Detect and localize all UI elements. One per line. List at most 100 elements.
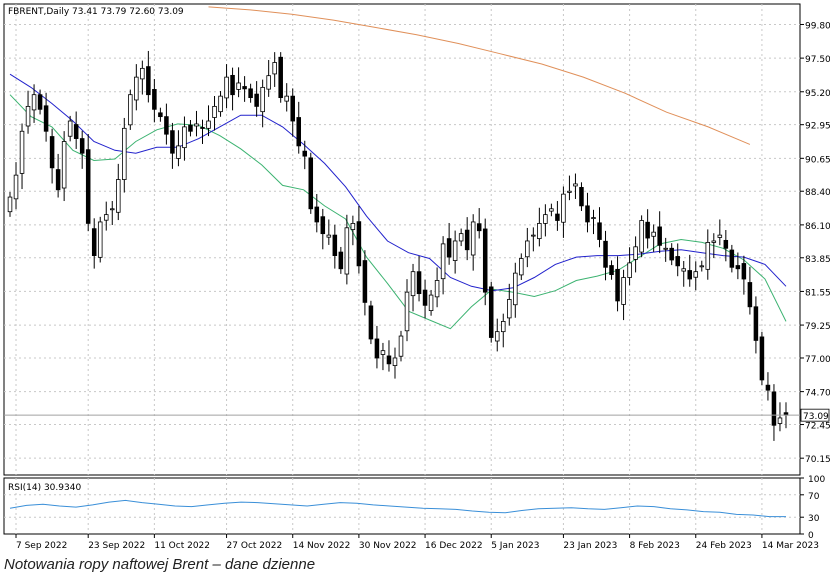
price-tick-label: 77.00 [805, 355, 830, 365]
candle-bear [585, 205, 590, 223]
candle-bull [212, 105, 217, 118]
price-tick-label: 90.65 [805, 155, 830, 165]
candle-bull [681, 268, 686, 272]
candle-bear [278, 56, 283, 99]
candle-bull [470, 221, 476, 256]
candle-bear [374, 338, 380, 359]
candle-bull [260, 86, 265, 113]
candle-bear [615, 268, 620, 302]
candle-bull [651, 231, 656, 237]
candle-bear [597, 222, 602, 240]
candle-bear [296, 117, 302, 147]
candle-bear [188, 124, 193, 132]
candle-bull [434, 280, 440, 298]
candle-bear [771, 391, 777, 426]
candle-bear [332, 234, 338, 256]
candle-bull [410, 271, 416, 297]
candle-bear [356, 221, 362, 267]
candle-bull [428, 294, 434, 311]
time-tick-label: 14 Mar 2023 [762, 541, 819, 551]
candle-bull [176, 145, 181, 159]
last-price-label: 73.09 [803, 412, 829, 422]
price-tick-label: 99.80 [805, 21, 830, 31]
candle-bull [621, 277, 626, 305]
candle-bear [464, 229, 470, 251]
candle-bull [531, 234, 536, 237]
price-tick-label: 79.25 [805, 322, 830, 332]
candle-bear [73, 124, 79, 139]
candle-bull [591, 217, 596, 219]
price-tick-label: 95.20 [805, 89, 830, 99]
candle-bear [290, 95, 295, 122]
candle-bull [494, 331, 500, 342]
candle-bull [711, 240, 717, 243]
candle-bear [158, 112, 163, 118]
candle-bull [525, 240, 530, 258]
candle-bull [500, 321, 506, 333]
candle-bull [344, 227, 350, 275]
candle-bear [579, 187, 584, 207]
chart-header-symbol: FBRENT,Daily 73.41 73.79 72.60 73.09 [8, 7, 184, 17]
rsi-tick-label: 100 [808, 475, 825, 485]
candle-bear [338, 251, 344, 270]
price-tick-label: 97.50 [805, 55, 830, 65]
candle-bull [109, 208, 115, 211]
candle-bear [170, 130, 175, 154]
candle-bear [85, 149, 91, 224]
candle-bear [164, 116, 169, 135]
candle-bull [573, 183, 578, 187]
candle-bull [567, 190, 572, 193]
candle-bear [416, 271, 422, 295]
candle-bull [398, 335, 404, 357]
time-tick-label: 11 Oct 2022 [154, 541, 210, 551]
candle-bull [224, 76, 229, 99]
rsi-panel-frame [3, 477, 801, 535]
candle-bear [152, 89, 157, 110]
candle-bull [627, 262, 632, 278]
candle-bull [507, 299, 512, 319]
candle-bull [13, 174, 19, 200]
time-tick-label: 27 Oct 2022 [227, 541, 283, 551]
candle-bull [272, 62, 277, 75]
candle-bull [182, 126, 187, 149]
candle-bear [657, 226, 662, 246]
candle-bear [609, 265, 614, 276]
price-tick-label: 92.95 [805, 122, 830, 132]
time-tick-label: 23 Sep 2022 [88, 541, 145, 551]
candle-bull [103, 214, 109, 221]
candle-bull [452, 240, 458, 261]
time-tick-label: 23 Jan 2023 [563, 541, 617, 551]
candle-bull [543, 214, 548, 224]
candle-bear [482, 228, 488, 293]
candle-bull [122, 127, 127, 180]
candle-bear [55, 169, 61, 191]
candle-bull [284, 95, 289, 102]
candle-bear [43, 105, 49, 132]
candle-bull [350, 223, 356, 230]
candle-bull [392, 357, 398, 366]
candle-bear [242, 86, 247, 90]
candle-bear [320, 216, 326, 235]
candle-bull [140, 67, 145, 80]
candle-bear [753, 306, 759, 341]
candle-bull [61, 141, 67, 189]
candle-bear [747, 282, 753, 308]
price-tick-label: 88.40 [805, 188, 830, 198]
rsi-tick-label: 70 [808, 492, 820, 502]
candle-bear [645, 221, 650, 239]
candle-bear [254, 93, 259, 107]
rsi-tick-label: 0 [808, 531, 814, 541]
candle-bull [537, 223, 542, 240]
candle-bull [97, 221, 103, 258]
candle-bull [458, 233, 464, 242]
candle-bull [266, 75, 271, 90]
candle-bear [91, 228, 97, 256]
candle-bear [146, 66, 151, 96]
candle-bear [555, 213, 560, 221]
time-tick-label: 7 Sep 2022 [16, 541, 67, 551]
candle-bear [446, 238, 452, 258]
candle-bull [67, 120, 73, 137]
candle-bear [422, 289, 428, 306]
